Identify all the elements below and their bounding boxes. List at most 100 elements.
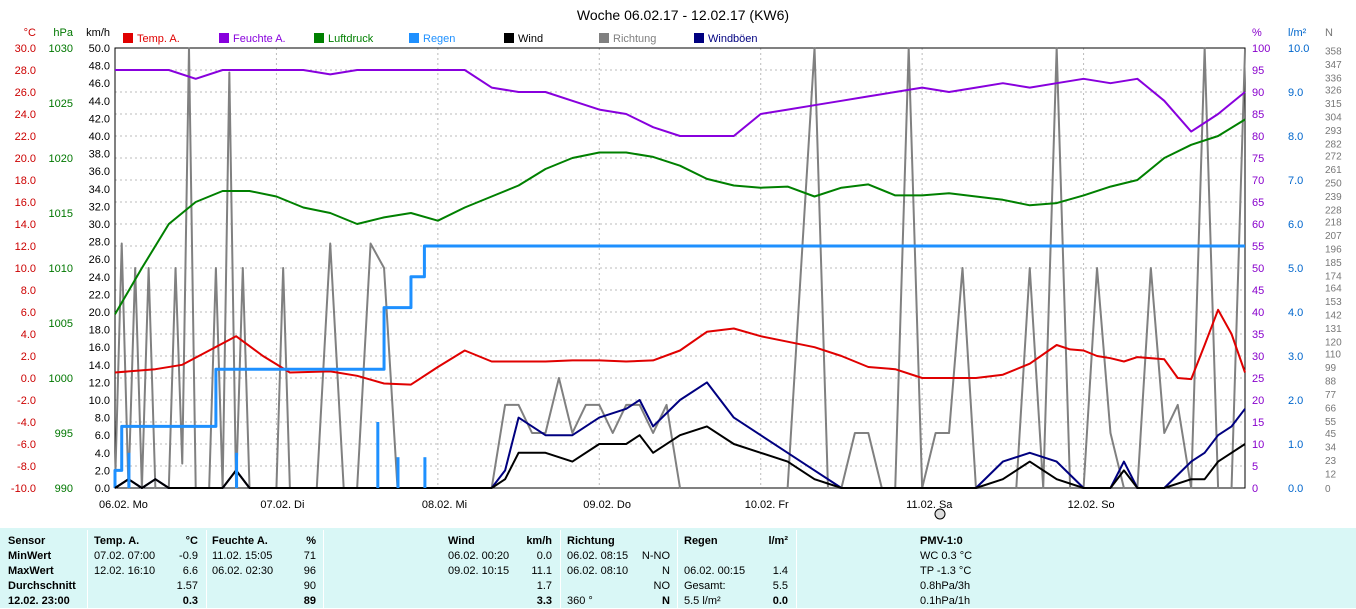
- temp-value: 6.6: [182, 565, 198, 577]
- temp-value: 0.3: [182, 595, 198, 607]
- wind-axis-tick-label: 50.0: [89, 43, 110, 55]
- direction-axis-tick-label: 45: [1325, 429, 1337, 440]
- humidity-axis-unit-label: %: [1252, 27, 1262, 39]
- humidity-value: 90: [303, 580, 316, 592]
- header-temp: Temp. A.: [94, 535, 140, 547]
- wind-axis-tick-label: 4.0: [95, 448, 110, 460]
- direction-axis-tick-label: 261: [1325, 165, 1342, 176]
- header-sensor: Sensor: [8, 535, 46, 547]
- wind-axis-tick-label: 48.0: [89, 61, 110, 73]
- direction-value: N: [662, 565, 670, 577]
- legend-swatch: [694, 33, 704, 43]
- temp-axis-tick-label: 16.0: [15, 197, 36, 209]
- wind-axis-unit-label: km/h: [86, 27, 110, 39]
- row-label: MinWert: [8, 550, 52, 562]
- temp-axis-tick-label: 28.0: [15, 65, 36, 77]
- direction-value: NO: [653, 580, 671, 592]
- rain-axis-tick-label: 3.0: [1288, 351, 1303, 363]
- header-temp-unit: °C: [185, 535, 198, 547]
- pressure-axis-tick-label: 1020: [49, 153, 73, 165]
- header-humidity: Feuchte A.: [212, 535, 268, 547]
- temp-time: 12.02. 16:10: [94, 565, 156, 577]
- humidity-axis-tick-label: 75: [1252, 153, 1264, 165]
- wind-axis-tick-label: 26.0: [89, 254, 110, 266]
- statistics-panel: Sensor Temp. A. °C Feuchte A. % Wind km/…: [0, 528, 1356, 608]
- wind-axis-tick-label: 36.0: [89, 166, 110, 178]
- series-line-richtung: [114, 47, 1246, 489]
- row-label: Durchschnitt: [8, 580, 76, 592]
- rain-event-bar: [235, 452, 239, 488]
- direction-axis-unit-label: N: [1325, 27, 1333, 39]
- rain-axis-tick-label: 9.0: [1288, 87, 1303, 99]
- humidity-time: 11.02. 15:05: [212, 550, 273, 562]
- humidity-axis-tick-label: 30: [1252, 351, 1264, 363]
- pressure-axis-tick-label: 1000: [49, 373, 73, 385]
- x-tick-label: 12.02. So: [1068, 499, 1115, 511]
- pressure-axis-tick-label: 1010: [49, 263, 73, 275]
- row-label: MaxWert: [8, 565, 54, 577]
- x-tick-label: 07.02. Di: [260, 499, 304, 511]
- direction-time: 06.02. 08:15: [567, 550, 629, 562]
- series-line-wind: [114, 425, 1246, 489]
- series-line-feuchte-a-: [115, 69, 1246, 137]
- temp-axis-tick-label: -4.0: [17, 417, 36, 429]
- temp-axis-tick-label: 2.0: [21, 351, 36, 363]
- direction-value: N: [662, 595, 670, 607]
- rain-total-label: Gesamt:: [684, 580, 726, 592]
- humidity-axis-tick-label: 90: [1252, 87, 1264, 99]
- pressure-axis-tick-label: 1005: [49, 318, 73, 330]
- rain-axis-unit-label: l/m²: [1288, 27, 1307, 39]
- rain-time: 06.02. 00:15: [684, 565, 746, 577]
- legend-swatch: [504, 33, 514, 43]
- rain-event-bar: [376, 422, 380, 488]
- pmv-value: WC 0.3 °C: [920, 550, 973, 562]
- direction-axis-tick-label: 250: [1325, 178, 1342, 189]
- legend-label: Luftdruck: [328, 33, 374, 45]
- wind-axis-tick-label: 10.0: [89, 395, 110, 407]
- wind-axis-tick-label: 14.0: [89, 360, 110, 372]
- wind-axis-tick-label: 24.0: [89, 272, 110, 284]
- direction-axis-tick-label: 185: [1325, 258, 1342, 269]
- legend: Temp. A. Feuchte A. Luftdruck Regen Wind Rich…: [123, 33, 758, 45]
- humidity-axis-tick-label: 15: [1252, 417, 1264, 429]
- series-lines: [113, 47, 1246, 489]
- direction-time: 06.02. 08:10: [567, 565, 629, 577]
- x-tick-label: 11.02. Sa: [906, 499, 953, 511]
- column-separator: [206, 530, 207, 608]
- direction-axis-tick-label: 110: [1325, 350, 1341, 361]
- scroll-marker-icon[interactable]: [934, 508, 946, 520]
- rain-value: 1.4: [772, 565, 788, 577]
- rain-total-current: 5.5 l/m²: [684, 595, 721, 607]
- humidity-axis-tick-label: 60: [1252, 219, 1264, 231]
- wind-axis-tick-label: 20.0: [89, 307, 110, 319]
- column-separator: [560, 530, 561, 608]
- legend-label: Wind: [518, 33, 543, 45]
- direction-axis-tick-label: 142: [1325, 310, 1342, 321]
- wind-axis-tick-label: 30.0: [89, 219, 110, 231]
- direction-axis-tick-label: 207: [1325, 231, 1342, 242]
- legend-label: Richtung: [613, 33, 656, 45]
- temp-axis-tick-label: 30.0: [15, 43, 36, 55]
- direction-axis-tick-label: 218: [1325, 218, 1342, 229]
- humidity-axis-tick-label: 0: [1252, 483, 1258, 495]
- pmv-value: 0.8hPa/3h: [920, 580, 971, 592]
- legend-swatch: [409, 33, 419, 43]
- humidity-axis-tick-label: 65: [1252, 197, 1264, 209]
- rain-axis-tick-label: 2.0: [1288, 395, 1303, 407]
- weekly-weather-chart: Woche 06.02.17 - 12.02.17 (KW6) 30.0 28.0…: [10, 7, 1343, 520]
- temp-axis-tick-label: 0.0: [21, 373, 36, 385]
- wind-axis-tick-label: 16.0: [89, 342, 110, 354]
- x-axis-day-labels: 06.02. Mo 07.02. Di 08.02. Mi 09.02. Do 10.0…: [99, 499, 1115, 511]
- temp-axis-tick-label: 10.0: [15, 263, 36, 275]
- column-separator: [796, 530, 797, 608]
- wind-value: 1.7: [536, 580, 552, 592]
- wind-value: 3.3: [536, 595, 552, 607]
- wind-axis-tick-label: 28.0: [89, 237, 110, 249]
- pmv-value: 0.1hPa/1h: [920, 595, 971, 607]
- pmv-value: TP -1.3 °C: [920, 565, 972, 577]
- humidity-value: 96: [303, 565, 316, 577]
- direction-axis-tick-label: 164: [1325, 284, 1342, 295]
- legend-label: Windböen: [708, 33, 758, 45]
- humidity-time: 06.02. 02:30: [212, 565, 274, 577]
- temp-axis-tick-label: 18.0: [15, 175, 36, 187]
